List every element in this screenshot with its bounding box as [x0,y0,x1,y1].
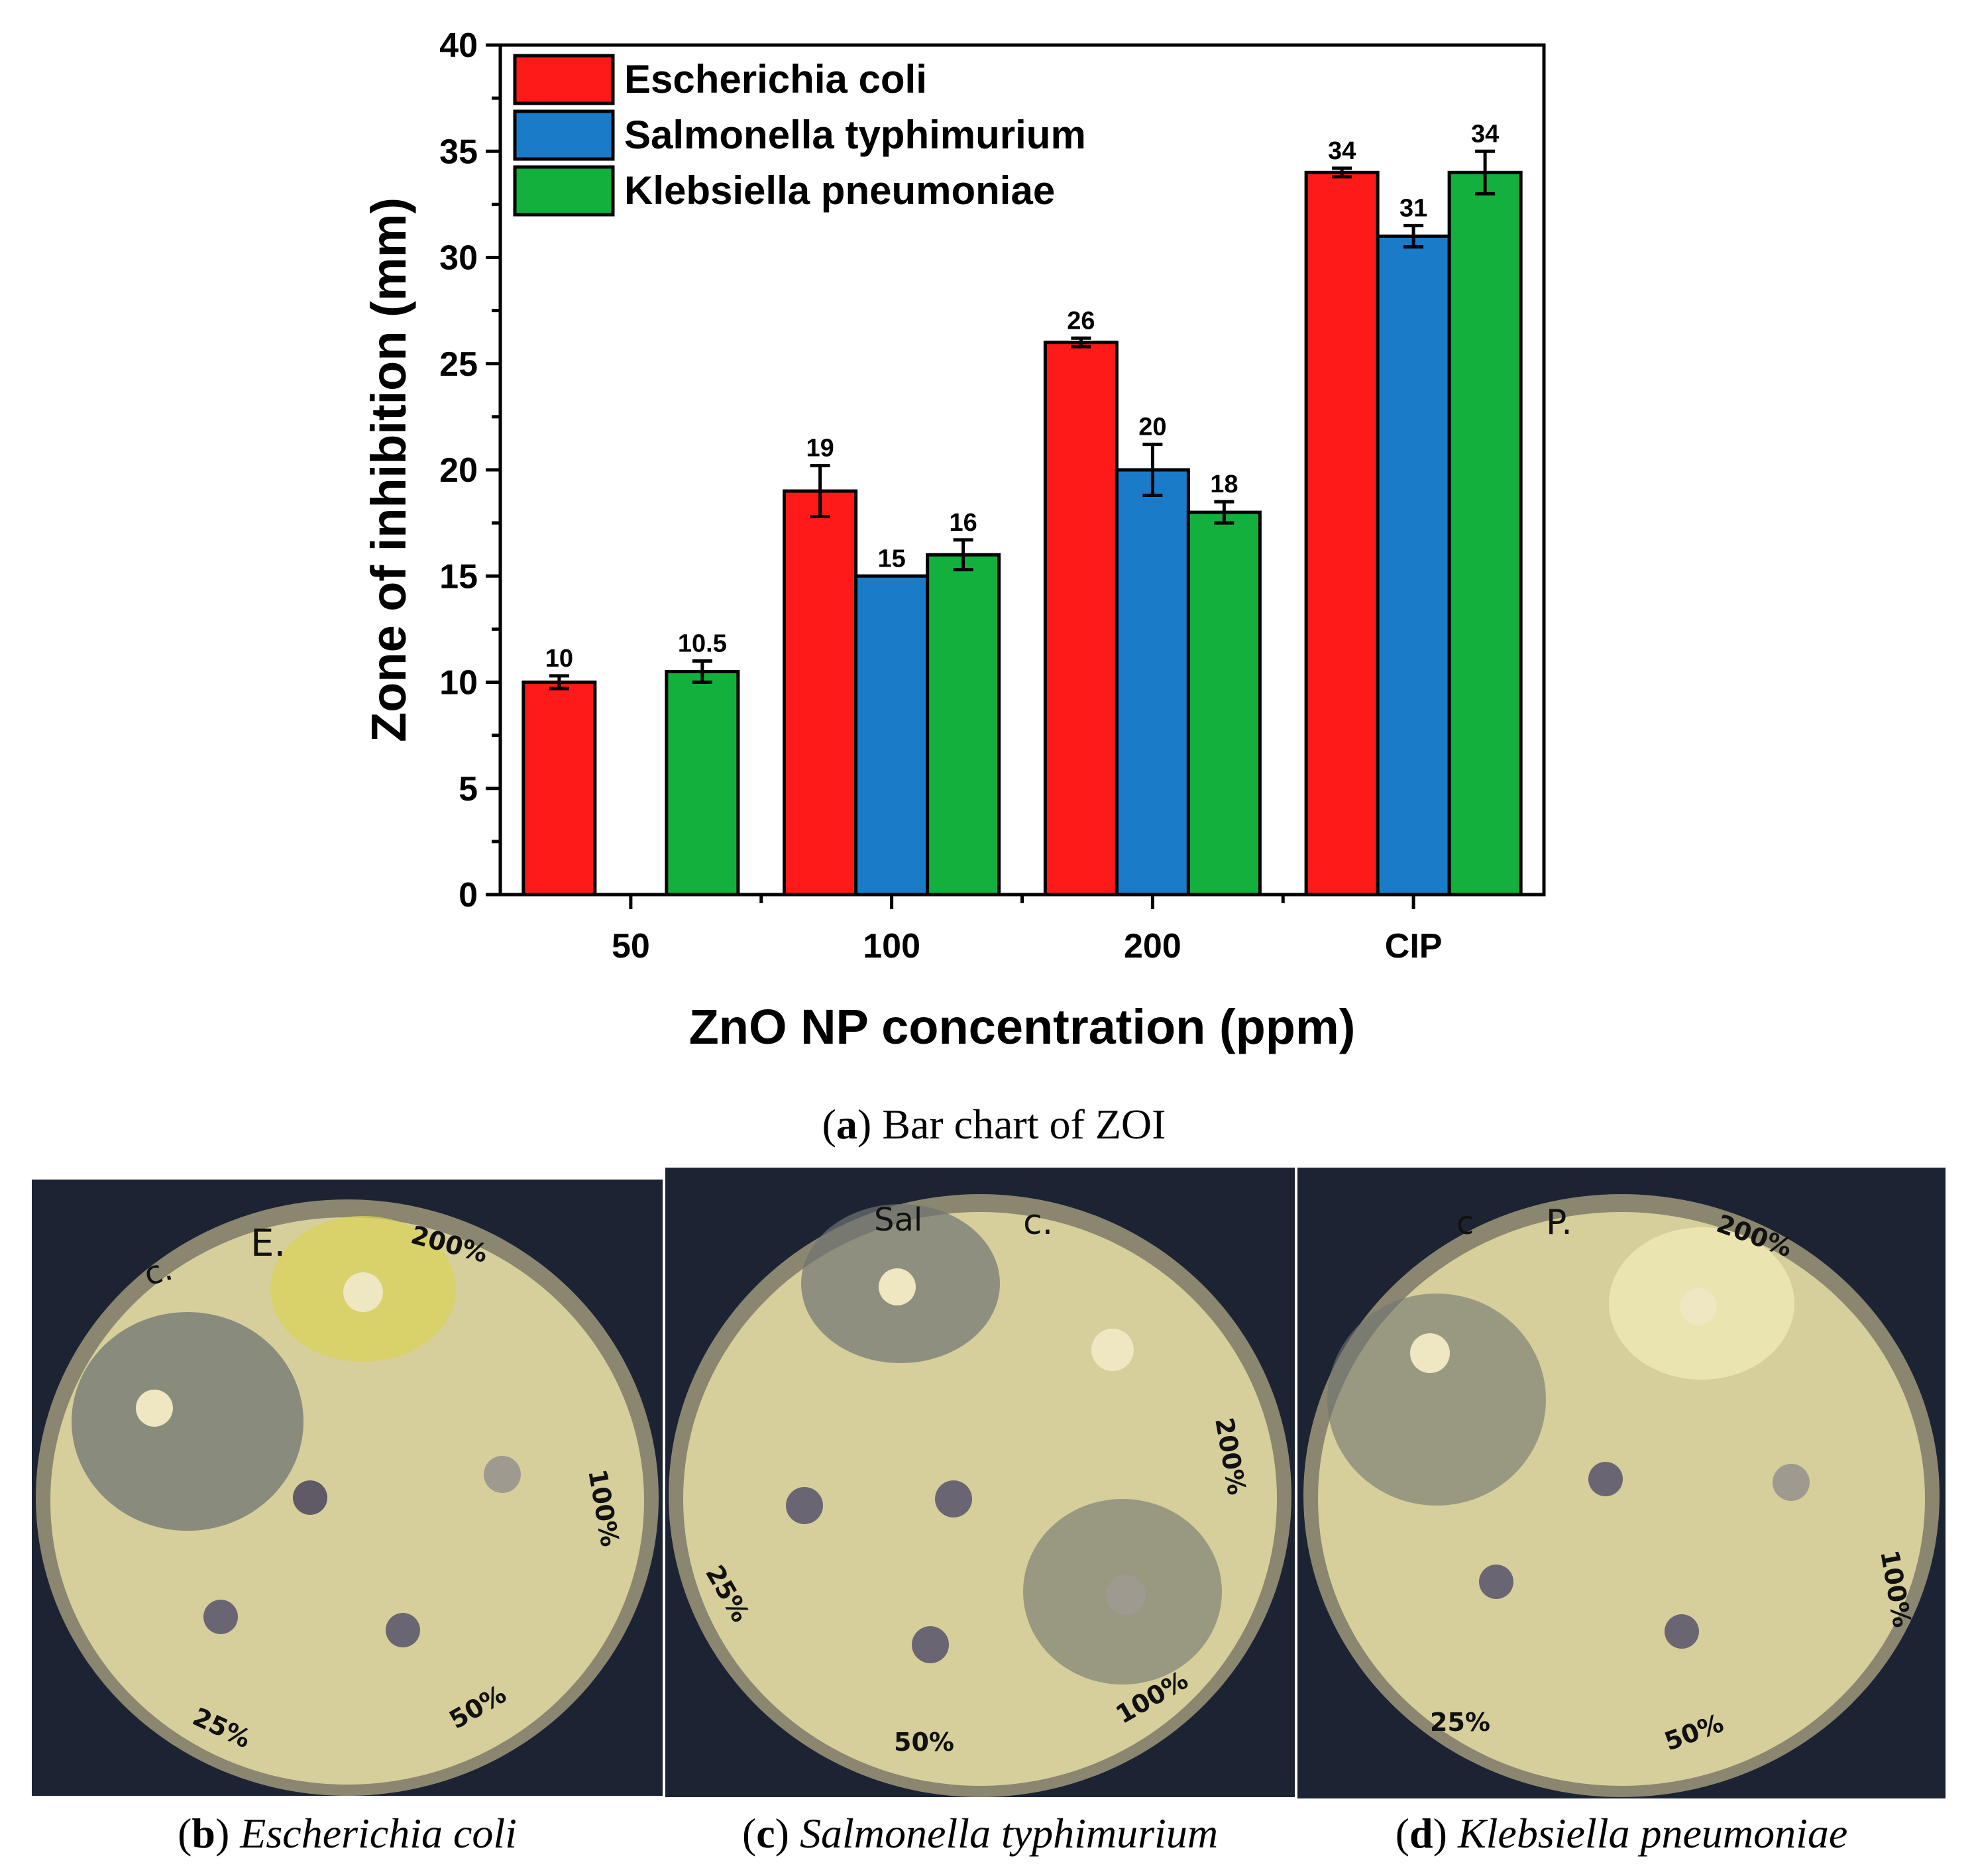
data-label: 26 [1067,307,1095,335]
y-tick-label: 35 [439,133,478,171]
plate-label: c [1456,1205,1474,1242]
data-label: 15 [877,545,905,573]
legend-swatch [513,165,615,217]
legend-label: Salmonella typhimurium [624,113,1086,157]
data-label: 34 [1328,137,1356,165]
plate-label: P. [1546,1203,1572,1242]
x-tick-label: CIP [1385,927,1443,966]
caption-d-letter: d [1409,1810,1433,1857]
legend-label: Klebsiella pneumoniae [624,168,1055,213]
plate-label: E. [250,1222,286,1265]
petri-dish-c: Sal c. 200% 100% 50% 25% [669,1194,1291,1797]
data-label: 18 [1210,470,1238,498]
caption-b-text: Escherichia coli [240,1810,517,1857]
data-label: 19 [806,435,834,463]
bar [783,489,858,897]
plate-photo-salmonella-typhimurium: Sal c. 200% 100% 50% 25% [665,1168,1295,1797]
caption-a-letter: a [836,1101,857,1148]
plate-label: 25% [1430,1708,1490,1737]
caption-a-text: Bar chart of ZOI [882,1101,1166,1148]
y-tick-label: 15 [439,557,478,596]
legend-label: Escherichia coli [624,57,927,101]
y-axis-title: Zone of inhibition (mm) [361,197,416,742]
data-label: 10 [545,645,573,673]
bar [1376,234,1451,897]
petri-dish-d: c P. 200% 100% 50% 25% [1303,1194,1940,1797]
bar [1304,170,1380,897]
y-tick-label: 10 [439,664,478,702]
bar [1043,341,1119,897]
caption-b-letter: b [192,1810,215,1857]
y-tick-label: 40 [439,27,478,65]
caption-c-text: Salmonella typhimurium [799,1810,1219,1857]
data-label: 31 [1399,194,1427,222]
x-tick-label: 50 [612,927,650,966]
plate-label: c. [1023,1203,1053,1242]
caption-c: (c) Salmonella typhimurium [741,1810,1219,1857]
bar [665,669,740,897]
bar [926,553,1001,897]
bar [854,574,930,897]
plate-photo-klebsiella-pneumoniae: c P. 200% 100% 50% 25% [1297,1168,1946,1798]
y-tick-label: 0 [459,876,478,914]
legend-swatch [513,54,615,105]
bar [1186,510,1262,897]
legend-swatch [513,109,615,161]
caption-b: (b) Escherichia coli [178,1810,517,1857]
y-tick-label: 20 [439,451,478,490]
y-tick-label: 30 [439,239,478,278]
bar [1447,170,1523,897]
plate-photo-escherichia-coli: c. E. 200% 100% 50% 25% [32,1180,663,1796]
data-label: 34 [1471,120,1499,148]
caption-d: (d) Klebsiella pneumoniae [1395,1810,1848,1857]
petri-dish-b: c. E. 200% 100% 50% 25% [36,1199,659,1796]
data-label: 20 [1138,414,1166,441]
y-tick-label: 25 [439,345,478,384]
caption-c-letter: c [756,1810,775,1857]
plot-area: 0 5 10 15 20 25 30 35 40 50 10 10.5 100 19 15 16 200 26 20… [361,27,1546,1054]
x-axis-title: ZnO NP concentration (ppm) [689,999,1356,1054]
x-tick-label: 200 [1124,927,1181,966]
caption-d-text: Klebsiella pneumoniae [1457,1810,1848,1857]
plate-label: Sal [874,1201,922,1239]
data-label: 16 [949,509,977,537]
data-label: 10.5 [678,630,727,657]
bar [1115,468,1190,897]
bar-chart: 0 5 10 15 20 25 30 35 40 50 10 10.5 100 19 15 16 200 26 20… [361,27,1546,1054]
caption-a: (a) Bar chart of ZOI [822,1101,1166,1148]
bar [521,681,597,897]
x-tick-label: 100 [863,927,920,966]
plate-label: 50% [894,1728,954,1757]
y-tick-label: 5 [459,770,478,808]
